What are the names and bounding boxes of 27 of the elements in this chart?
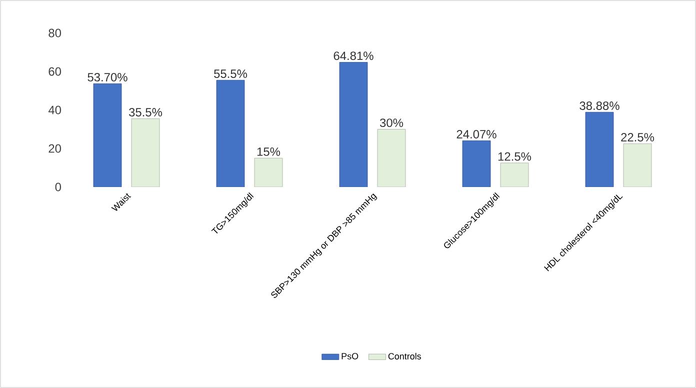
bar (131, 118, 160, 187)
y-tick-label: 60 (48, 67, 62, 76)
bar (623, 143, 652, 187)
data-label: 22.5% (621, 133, 654, 142)
data-label: 35.5% (129, 108, 162, 116)
bar (93, 83, 122, 187)
y-tick-label: 80 (48, 28, 62, 38)
bar (585, 112, 614, 187)
data-label: 30% (380, 118, 404, 128)
bar (254, 158, 283, 187)
legend-label: PsO (342, 352, 358, 360)
bar (462, 140, 491, 187)
y-tick-label: 20 (48, 144, 62, 153)
data-label: 55.5% (214, 70, 248, 78)
bar (216, 80, 245, 187)
data-label: 38.88% (580, 102, 620, 110)
data-label: 12.5% (498, 152, 532, 161)
data-label: 64.81% (334, 52, 374, 60)
data-label: 53.70% (88, 72, 128, 82)
data-label: 24.07% (456, 130, 496, 138)
y-tick-label: 40 (48, 106, 62, 114)
legend-label: Controls (388, 352, 421, 360)
y-tick-label: 0 (55, 182, 62, 192)
bar (339, 62, 368, 187)
data-label: 15% (257, 148, 280, 156)
bar (377, 129, 406, 187)
bar (500, 162, 529, 187)
